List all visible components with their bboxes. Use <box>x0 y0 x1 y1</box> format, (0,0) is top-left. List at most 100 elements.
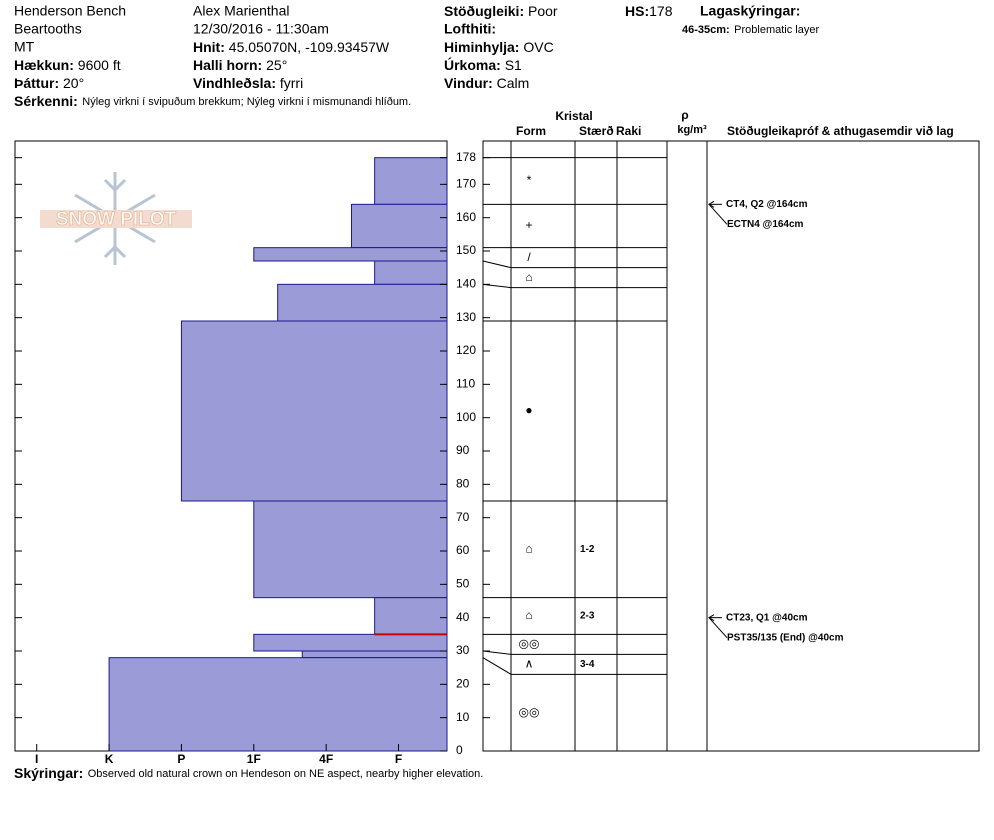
comments: Skýringar: Observed old natural crown on… <box>14 765 483 783</box>
field: HS:178 <box>625 3 673 19</box>
test-arrow <box>708 617 728 639</box>
hardness-bar <box>374 157 448 205</box>
datetime: 12/30/2016 - 11:30am <box>193 21 329 37</box>
y-tick-label: 120 <box>456 343 476 357</box>
connector <box>482 283 512 289</box>
legend-title: Lagaskýringar: <box>700 3 800 19</box>
value: S1 <box>505 57 522 73</box>
value: 9600 ft <box>78 57 121 73</box>
column-header: Raki <box>616 124 641 138</box>
label: Himinhylja: <box>444 39 519 55</box>
label: 46-35cm: <box>682 24 730 36</box>
y-tick-label: 40 <box>456 610 470 624</box>
y-tick-label: 90 <box>456 443 470 457</box>
grain-form: ⌂ <box>525 608 532 622</box>
hardness-bar <box>374 597 448 635</box>
field: Sérkenni: Nýleg virkni í svipuðum brekku… <box>14 93 411 111</box>
arrow-head <box>708 200 715 208</box>
y-tick-label: 130 <box>456 310 476 324</box>
test-arrow <box>708 203 728 225</box>
hardness-bar <box>277 283 448 322</box>
observer: Alex Marienthal <box>193 3 290 19</box>
value: Poor <box>528 3 558 19</box>
x-tick-label: P <box>177 752 185 766</box>
y-tick-label: 20 <box>456 677 470 691</box>
x-tick-label: 4F <box>319 752 333 766</box>
column-header: kg/m³ <box>677 124 707 136</box>
logo-band <box>40 210 192 228</box>
y-tick-label: 160 <box>456 210 476 224</box>
column-header: Form <box>516 124 546 138</box>
grain-form: ∧ <box>525 657 534 671</box>
arrow-head <box>708 614 715 622</box>
grain-form: ⌂ <box>525 270 532 284</box>
logo-text: SNOW PILOT <box>56 209 177 230</box>
x-tick-label: 1F <box>247 752 261 766</box>
field: Himinhylja: OVC <box>444 39 554 55</box>
y-tick-label: 110 <box>456 377 475 391</box>
hardness-bar <box>374 260 448 285</box>
grain-form: ⌂ <box>525 542 532 556</box>
field: Hnit: 45.05070N, -109.93457W <box>193 39 390 55</box>
x-tick-label: K <box>105 752 114 766</box>
grain-form: / <box>527 250 531 264</box>
location: Henderson Bench <box>14 3 126 19</box>
table-frame <box>482 140 980 752</box>
field: Úrkoma: S1 <box>444 56 522 73</box>
field: Halli horn: 25° <box>193 57 287 73</box>
x-tick-label: I <box>35 752 38 766</box>
y-tick-label: 0 <box>456 743 463 757</box>
column-header: ρ <box>681 108 688 122</box>
hardness-bar <box>350 203 448 249</box>
hardness-bar <box>301 650 448 659</box>
connector <box>482 260 512 269</box>
test-text: PST35/135 (End) @40cm <box>727 632 844 643</box>
label: Úrkoma: <box>444 56 501 73</box>
y-tick-label: 170 <box>456 177 476 191</box>
location: Beartooths <box>14 21 82 37</box>
grain-form: ◎◎ <box>519 705 540 719</box>
hardness-bar <box>253 500 448 599</box>
grain-form: * <box>527 173 532 187</box>
grain-form: ◎◎ <box>519 637 540 651</box>
label: Hnit: <box>193 39 225 55</box>
label: Skýringar: <box>14 765 83 781</box>
hardness-bar <box>253 633 448 652</box>
field: Vindur: Calm <box>444 75 529 91</box>
field: Stöðugleiki: Poor <box>444 3 558 19</box>
grain-form: ● <box>525 403 532 417</box>
column-header: Kristal <box>555 109 592 123</box>
field: Þáttur: 20° <box>14 75 84 91</box>
connector <box>482 657 512 675</box>
location: MT <box>14 39 35 55</box>
x-tick-label: F <box>395 752 402 766</box>
y-tick-label: 10 <box>456 710 470 724</box>
hardness-bar <box>180 320 448 502</box>
label: Sérkenni: <box>14 93 78 109</box>
test-text: CT23, Q1 @40cm <box>726 612 808 623</box>
y-tick-label: 178 <box>456 150 476 164</box>
test-text: CT4, Q2 @164cm <box>726 199 808 210</box>
y-tick-label: 30 <box>456 643 470 657</box>
test-text: ECTN4 @164cm <box>727 219 804 230</box>
hardness-bar <box>108 657 448 752</box>
field: Hækkun: 9600 ft <box>14 57 121 73</box>
column-header: Stöðugleikapróf & athugasemdir við lag <box>727 124 954 138</box>
field: Vindhleðsla: fyrri <box>193 75 303 91</box>
label: Stöðugleiki: <box>444 3 524 19</box>
value: 178 <box>649 3 673 19</box>
y-tick-label: 100 <box>456 410 476 424</box>
label: Þáttur: <box>14 75 59 91</box>
y-tick-label: 60 <box>456 543 470 557</box>
y-tick-label: 150 <box>456 243 476 257</box>
value: Nýleg virkni í svipuðum brekkum; Nýleg v… <box>82 96 411 108</box>
connector <box>482 650 512 655</box>
label: Lofthiti: <box>444 21 496 37</box>
value: Calm <box>497 75 530 91</box>
label: Halli horn: <box>193 57 262 73</box>
column-header: Stærð <box>579 124 614 138</box>
value: Problematic layer <box>734 24 819 36</box>
grain-size: 2-3 <box>580 611 595 622</box>
